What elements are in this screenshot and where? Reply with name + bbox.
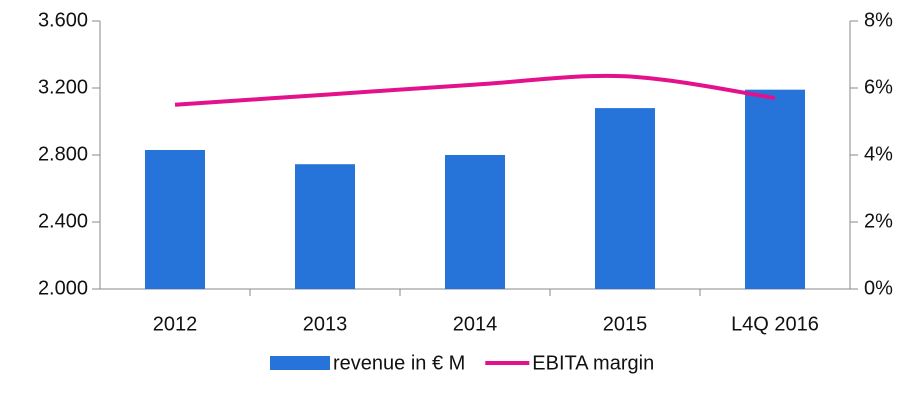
y-tick-label: 2.800 bbox=[38, 143, 88, 165]
y2-tick-label: 8% bbox=[864, 9, 893, 31]
x-tick-label: 2013 bbox=[303, 313, 348, 335]
y2-tick-label: 4% bbox=[864, 143, 893, 165]
x-tick-label: 2012 bbox=[153, 313, 198, 335]
y2-tick-label: 2% bbox=[864, 210, 893, 232]
bar bbox=[145, 149, 205, 289]
bar bbox=[745, 89, 805, 289]
x-tick-label: 2014 bbox=[453, 313, 498, 335]
y-tick-label: 3.200 bbox=[38, 76, 88, 98]
legend-label: revenue in € M bbox=[333, 352, 465, 374]
bar bbox=[295, 164, 355, 289]
legend-label: EBITA margin bbox=[532, 352, 654, 374]
line bbox=[174, 73, 776, 107]
x-tick-label: L4Q 2016 bbox=[731, 313, 819, 335]
bar bbox=[595, 108, 655, 289]
legend-swatch bbox=[270, 356, 330, 370]
y2-tick-label: 0% bbox=[864, 277, 893, 299]
x-tick-label: 2015 bbox=[603, 313, 648, 335]
y-tick-label: 2.000 bbox=[38, 277, 88, 299]
bar bbox=[445, 155, 505, 289]
y-tick-label: 2.400 bbox=[38, 210, 88, 232]
y2-tick-label: 6% bbox=[864, 76, 893, 98]
y-tick-label: 3.600 bbox=[38, 9, 88, 31]
